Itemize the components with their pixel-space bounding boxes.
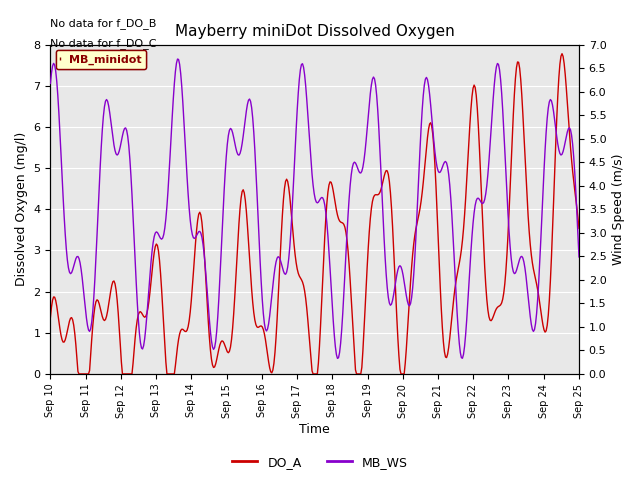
Legend: DO_A, MB_WS: DO_A, MB_WS <box>227 451 413 474</box>
X-axis label: Time: Time <box>300 423 330 436</box>
Y-axis label: Dissolved Oxygen (mg/l): Dissolved Oxygen (mg/l) <box>15 132 28 287</box>
Text: No data for f_DO_B: No data for f_DO_B <box>51 18 157 29</box>
Text: No data for f_DO_C: No data for f_DO_C <box>51 38 157 49</box>
Title: Mayberry miniDot Dissolved Oxygen: Mayberry miniDot Dissolved Oxygen <box>175 24 454 39</box>
Legend: MB_minidot: MB_minidot <box>56 50 147 69</box>
Y-axis label: Wind Speed (m/s): Wind Speed (m/s) <box>612 154 625 265</box>
